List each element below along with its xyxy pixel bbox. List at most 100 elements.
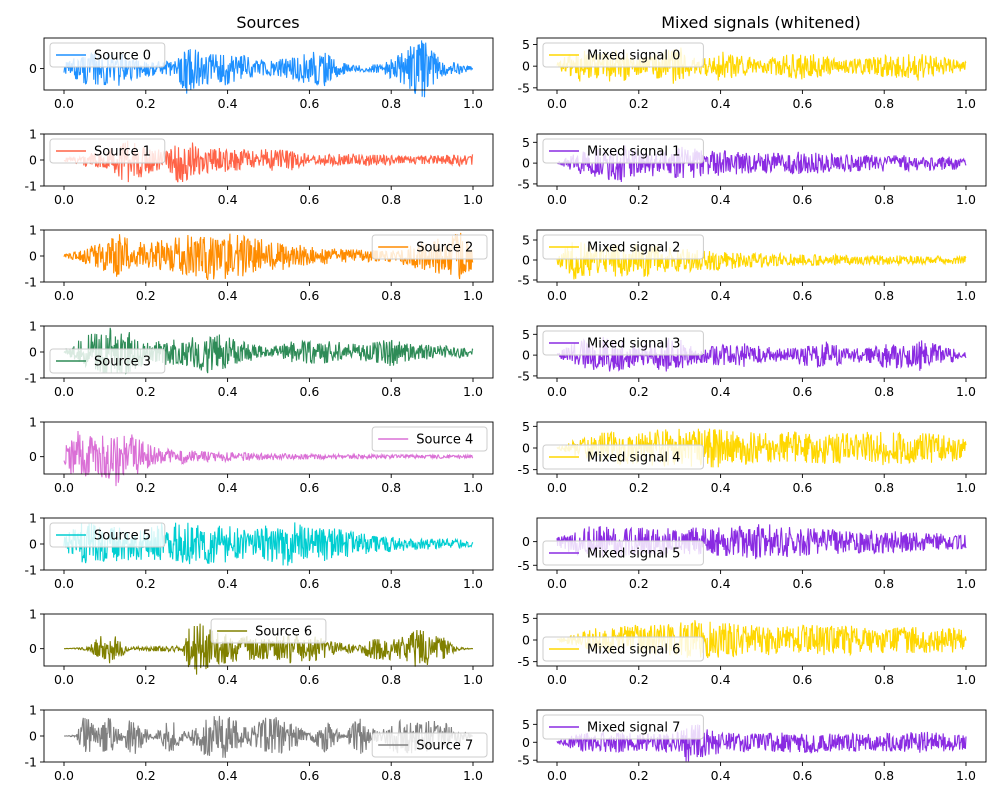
legend: Source 4: [371, 426, 488, 452]
x-tick-label: 1.0: [956, 768, 976, 783]
legend-frame: [49, 348, 166, 374]
x-tick-label: 0.4: [218, 96, 238, 111]
subplot: 0.0 0.2 0.4 0.6 0.8 1.0 -5 0 5 Mixed signal 3: [518, 325, 987, 399]
x-tick-label: 0.2: [629, 96, 649, 111]
legend: Source 6: [210, 618, 327, 644]
x-tick-label: 0.4: [218, 384, 238, 399]
x-tick-label: 0.2: [629, 192, 649, 207]
x-tick-label: 0.8: [381, 768, 401, 783]
y-tick-label: 0: [29, 345, 37, 360]
x-tick-label: 0.2: [136, 768, 156, 783]
x-tick-label: 0.4: [711, 480, 731, 495]
x-tick-label: 0.0: [54, 96, 74, 111]
axes-frame: [536, 133, 987, 187]
x-tick-label: 0.2: [629, 288, 649, 303]
legend-frame: [371, 732, 488, 758]
x-tick-label: 1.0: [463, 384, 483, 399]
y-tick-label: 1: [29, 127, 37, 142]
x-tick-label: 0.0: [547, 576, 567, 591]
x-tick-label: 0.0: [54, 384, 74, 399]
subplot: 0.0 0.2 0.4 0.6 0.8 1.0 -5 0 Mixed signal 5: [518, 517, 987, 591]
legend: Source 5: [49, 522, 166, 548]
y-tick-label: 5: [522, 611, 530, 626]
subplot: 0.0 0.2 0.4 0.6 0.8 1.0 0 1 Source 6: [29, 607, 494, 687]
x-tick-label: 0.0: [547, 288, 567, 303]
axes-frame: [536, 325, 987, 379]
legend-frame: [49, 522, 166, 548]
x-tick-label: 0.2: [136, 576, 156, 591]
y-tick-label: 1: [29, 511, 37, 526]
legend: Mixed signal 3: [542, 330, 704, 356]
x-tick-label: 0.8: [381, 288, 401, 303]
x-tick-label: 0.6: [299, 672, 319, 687]
legend-label: Source 1: [94, 145, 151, 160]
y-tick-label: -5: [518, 176, 530, 191]
legend-frame: [49, 42, 166, 68]
legend: Mixed signal 1: [542, 138, 704, 164]
x-tick-label: 0.6: [792, 672, 812, 687]
x-tick-label: 0.4: [218, 576, 238, 591]
legend-label: Source 5: [94, 529, 151, 544]
y-tick-label: -5: [518, 80, 530, 95]
legend-frame: [542, 138, 704, 164]
x-tick-label: 0.8: [874, 480, 894, 495]
x-tick-label: 0.4: [711, 576, 731, 591]
legend-label: Mixed signal 7: [587, 721, 680, 736]
subplot: 0.0 0.2 0.4 0.6 0.8 1.0 -5 0 5 Mixed signal 4: [518, 419, 987, 495]
x-tick-label: 0.0: [54, 480, 74, 495]
legend: Source 1: [49, 138, 166, 164]
x-tick-label: 0.8: [381, 480, 401, 495]
x-tick-label: 0.8: [874, 192, 894, 207]
y-tick-label: 5: [522, 233, 530, 248]
y-tick-label: -1: [25, 179, 37, 194]
y-tick-label: 1: [29, 319, 37, 334]
y-tick-label: 0: [29, 641, 37, 656]
series-line: [556, 47, 967, 84]
legend-frame: [542, 636, 704, 662]
subplot: 0.0 0.2 0.4 0.6 0.8 1.0 -1 0 1 Source 3: [25, 319, 494, 399]
x-tick-label: 0.0: [54, 192, 74, 207]
x-tick-label: 1.0: [956, 576, 976, 591]
legend: Source 0: [49, 42, 166, 68]
axes-frame: [536, 229, 987, 283]
axes-frame: [536, 517, 987, 571]
x-tick-label: 0.6: [299, 768, 319, 783]
x-tick-label: 0.2: [629, 480, 649, 495]
x-tick-label: 0.8: [381, 384, 401, 399]
x-tick-label: 0.0: [547, 192, 567, 207]
y-tick-label: 1: [29, 703, 37, 718]
x-tick-label: 0.4: [218, 672, 238, 687]
x-tick-label: 0.4: [711, 288, 731, 303]
subplot: 0.0 0.2 0.4 0.6 0.8 1.0 -5 0 5 Mixed signal 0: [518, 37, 987, 111]
subplot: 0.0 0.2 0.4 0.6 0.8 1.0 0 Source 0: [29, 37, 494, 111]
x-tick-label: 0.6: [792, 768, 812, 783]
x-tick-label: 0.4: [218, 192, 238, 207]
series-line: [556, 242, 967, 280]
x-tick-label: 0.6: [299, 192, 319, 207]
x-tick-label: 1.0: [956, 672, 976, 687]
legend: Mixed signal 7: [542, 714, 704, 740]
y-tick-label: 0: [29, 449, 37, 464]
x-tick-label: 0.2: [136, 480, 156, 495]
series-line: [63, 430, 474, 487]
x-tick-label: 0.2: [629, 672, 649, 687]
series-line: [556, 724, 967, 762]
y-tick-label: 5: [522, 327, 530, 342]
x-tick-label: 1.0: [463, 192, 483, 207]
legend-label: Mixed signal 0: [587, 49, 680, 64]
x-tick-label: 0.2: [136, 288, 156, 303]
legend-label: Mixed signal 4: [587, 451, 680, 466]
legend-label: Source 3: [94, 355, 151, 370]
subplot: 0.0 0.2 0.4 0.6 0.8 1.0 0 1 Source 4: [29, 415, 494, 495]
y-tick-label: -5: [518, 753, 530, 768]
x-tick-label: 0.0: [54, 672, 74, 687]
y-tick-label: 5: [522, 135, 530, 150]
y-tick-label: 0: [29, 153, 37, 168]
y-tick-label: 0: [29, 61, 37, 76]
y-tick-label: 0: [522, 156, 530, 171]
legend-frame: [542, 444, 704, 470]
axes-frame: [43, 613, 494, 667]
x-tick-label: 0.2: [629, 768, 649, 783]
legend-frame: [49, 138, 166, 164]
y-tick-label: 0: [522, 534, 530, 549]
